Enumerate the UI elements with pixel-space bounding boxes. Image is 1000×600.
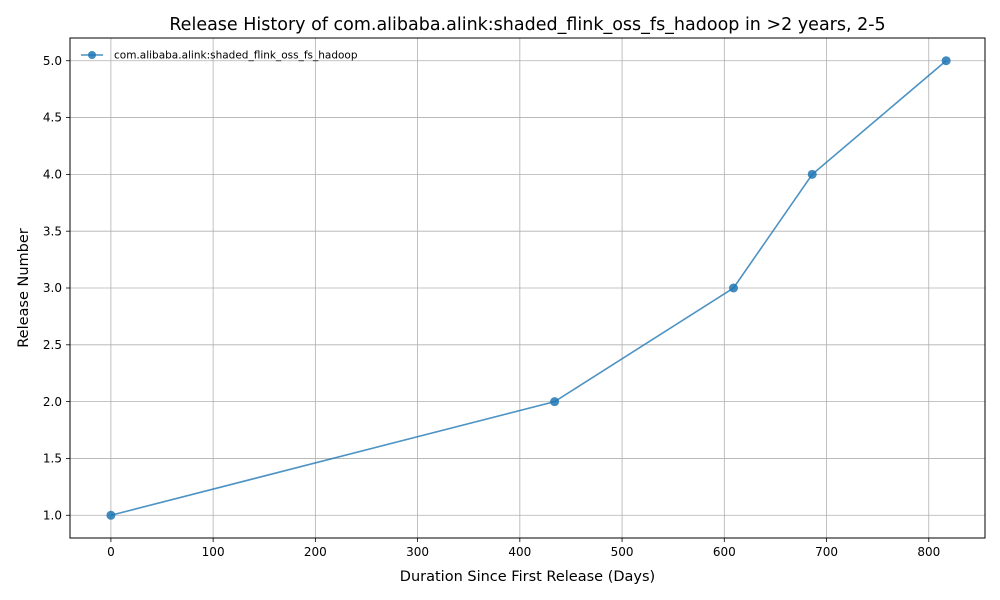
legend-marker-sample	[88, 51, 96, 59]
y-tick-label: 5.0	[43, 54, 62, 68]
x-tick-label: 300	[406, 545, 429, 559]
x-tick-label: 800	[917, 545, 940, 559]
chart-title: Release History of com.alibaba.alink:sha…	[169, 15, 885, 35]
data-point	[807, 169, 817, 179]
y-tick-label: 4.5	[43, 111, 62, 125]
data-point	[941, 56, 951, 66]
y-axis-title: Release Number	[16, 228, 32, 348]
x-axis-title: Duration Since First Release (Days)	[400, 569, 655, 585]
x-tick-label: 100	[202, 545, 225, 559]
x-axis-ticks: 0 100 200 300 400 500 600 700 800	[107, 538, 940, 559]
x-tick-label: 700	[815, 545, 838, 559]
y-tick-label: 1.5	[43, 452, 62, 466]
y-tick-label: 2.5	[43, 338, 62, 352]
data-point	[550, 397, 560, 407]
x-tick-label: 600	[713, 545, 736, 559]
series-layer	[106, 56, 951, 520]
legend-label-series-1: com.alibaba.alink:shaded_flink_oss_fs_ha…	[114, 50, 358, 62]
y-tick-label: 1.0	[43, 508, 62, 522]
data-point	[729, 283, 739, 293]
x-tick-label: 200	[304, 545, 327, 559]
grid-lines	[70, 38, 985, 538]
y-tick-label: 3.5	[43, 224, 62, 238]
x-tick-label: 500	[611, 545, 634, 559]
y-axis-ticks: 1.0 1.5 2.0 2.5 3.0 3.5 4.0 4.5 5.0	[43, 54, 70, 522]
x-tick-label: 400	[508, 545, 531, 559]
data-point	[106, 510, 116, 520]
y-tick-label: 3.0	[43, 281, 62, 295]
x-tick-label: 0	[107, 545, 115, 559]
y-tick-label: 2.0	[43, 395, 62, 409]
y-tick-label: 4.0	[43, 168, 62, 182]
legend: com.alibaba.alink:shaded_flink_oss_fs_ha…	[81, 50, 358, 62]
